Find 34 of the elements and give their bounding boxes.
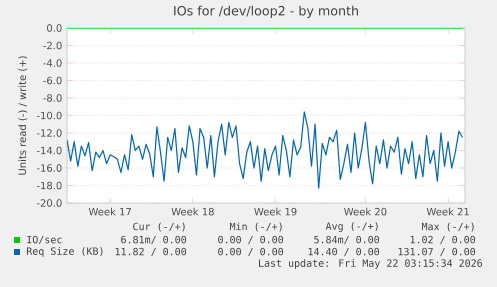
text: Min (-/+): [230, 222, 282, 232]
y-tick-label: -16.0: [36, 164, 62, 172]
chart-title: IOs for /dev/loop2 - by month: [174, 6, 358, 18]
text: Max (-/+): [422, 222, 474, 232]
text: 0.00 / 0.00: [218, 248, 284, 256]
y-tick-label: -6.0: [43, 76, 62, 84]
text: 5.84m/ 0.00: [314, 236, 380, 244]
y-tick-label: -8.0: [43, 94, 62, 102]
legend-label: Req Size (KB): [26, 247, 102, 257]
y-tick-label: -12.0: [36, 129, 62, 137]
y-tick-label: 0.0: [47, 24, 62, 32]
line-series: [67, 111, 464, 189]
text: 14.40 / 0.00: [308, 248, 380, 256]
x-tick-label: Week 19: [254, 208, 296, 216]
text: 1.02 / 0.00: [410, 236, 476, 244]
x-tick-label: Week 21: [426, 208, 469, 216]
text: 0.00 / 0.00: [218, 236, 284, 244]
legend-label: IO/sec: [27, 236, 62, 244]
y-tick-label: -14.0: [36, 146, 62, 154]
text: Avg (-/+): [326, 222, 378, 232]
x-tick-label: Week 17: [88, 208, 131, 216]
y-axis-title: Units read (-) / write (+): [18, 56, 28, 175]
y-tick-label: -2.0: [43, 42, 62, 50]
x-tick-label: Week 18: [172, 208, 214, 216]
text: Last update: Fri May 22 03:15:34 2026: [259, 259, 482, 269]
y-tick-label: -20.0: [36, 199, 62, 207]
y-tick-label: -4.0: [43, 59, 62, 67]
y-tick-label: -18.0: [36, 182, 62, 190]
y-tick-label: -10.0: [36, 112, 62, 120]
text: 6.81m/ 0.00: [121, 236, 186, 244]
text: 131.07 / 0.00: [398, 248, 476, 256]
x-tick-label: Week 20: [344, 208, 386, 216]
text: 11.82 / 0.00: [116, 248, 186, 256]
text: Cur (-/+): [133, 222, 185, 232]
